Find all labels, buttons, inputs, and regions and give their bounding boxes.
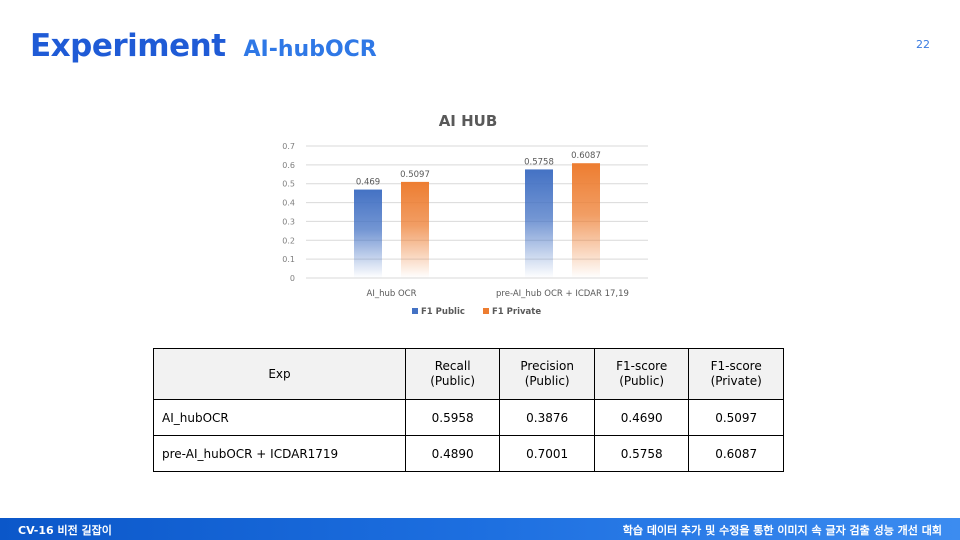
chart-container: AI HUB 0 0.1 0.2 0.3 0.4 0.5 0.6 0.7 0.469 0.509… [270,103,662,328]
data-label: 0.5097 [400,170,430,180]
data-label: 0.469 [356,178,380,188]
header-f1-private-line2: (Private) [710,374,762,388]
y-tick-label: 0.4 [282,199,295,208]
y-tick-label: 0.2 [282,236,295,245]
legend-swatch [483,308,489,314]
y-tick-label: 0.1 [282,255,295,264]
data-label: 0.5758 [524,157,554,167]
chart-bars [354,163,600,278]
footer-bar: CV-16 비전 길잡이 학습 데이터 추가 및 수정을 통한 이미지 속 글자… [0,518,960,540]
y-axis-ticks: 0 0.1 0.2 0.3 0.4 0.5 0.6 0.7 [282,142,295,283]
bar [572,163,600,278]
header-f1-public-line1: F1-score [616,359,668,373]
header-exp: Exp [153,348,406,400]
table-header-row: Exp Recall (Public) Precision (Public) F… [153,348,784,400]
slide-title-group: Experiment AI-hubOCR [30,28,377,64]
page-number: 22 [916,38,930,51]
chart-legend: F1 Public F1 Private [412,307,541,317]
y-tick-label: 0.7 [282,142,295,151]
cell-f1-private: 0.6087 [688,435,784,472]
bar-chart: AI HUB 0 0.1 0.2 0.3 0.4 0.5 0.6 0.7 0.469 0.509… [282,112,648,317]
footer-competition-title: 학습 데이터 추가 및 수정을 통한 이미지 속 글자 검출 성능 개선 대회 [622,524,942,537]
cell-f1-private: 0.5097 [688,399,784,436]
cell-recall: 0.4890 [404,435,501,472]
header-recall: Recall (Public) [404,348,501,400]
x-category-label: AI_hub OCR [367,289,417,299]
footer-team-name: CV-16 비전 길잡이 [18,524,112,537]
header-f1-private: F1-score (Private) [688,348,784,400]
cell-precision: 0.3876 [499,399,595,436]
bar [354,189,382,278]
slide-title: Experiment [30,28,226,64]
header-precision-line1: Precision [520,359,574,373]
legend-label: F1 Private [492,307,541,317]
x-axis-categories: AI_hub OCR pre-AI_hub OCR + ICDAR 17,19 [367,289,629,299]
header-f1-private-line1: F1-score [710,359,762,373]
bar [401,181,429,278]
slide-subtitle: AI-hubOCR [243,37,377,62]
bar [525,169,553,278]
header-f1-public-line2: (Public) [619,374,665,388]
cell-exp: AI_hubOCR [153,399,406,436]
cell-precision: 0.7001 [499,435,595,472]
header-precision: Precision (Public) [499,348,595,400]
chart-title: AI HUB [439,112,498,130]
y-tick-label: 0.3 [282,217,295,226]
results-table: Exp Recall (Public) Precision (Public) F… [153,348,784,472]
cell-f1-public: 0.5758 [593,435,690,472]
legend-swatch [412,308,418,314]
y-tick-label: 0.6 [282,161,295,170]
header-recall-line1: Recall [434,359,471,373]
header-exp-label: Exp [268,366,291,381]
y-tick-label: 0.5 [282,180,295,189]
table-row: AI_hubOCR 0.5958 0.3876 0.4690 0.5097 [153,399,784,436]
cell-recall: 0.5958 [404,399,501,436]
header-precision-line2: (Public) [524,374,570,388]
data-labels: 0.469 0.5097 0.5758 0.6087 [356,151,601,187]
table-row: pre-AI_hubOCR + ICDAR1719 0.4890 0.7001 … [153,435,784,472]
legend-label: F1 Public [421,307,465,317]
header-f1-public: F1-score (Public) [593,348,690,400]
data-label: 0.6087 [571,151,601,161]
header-recall-line2: (Public) [430,374,476,388]
y-tick-label: 0 [290,274,295,283]
cell-exp: pre-AI_hubOCR + ICDAR1719 [153,435,406,472]
x-category-label: pre-AI_hub OCR + ICDAR 17,19 [496,289,629,299]
cell-f1-public: 0.4690 [593,399,690,436]
